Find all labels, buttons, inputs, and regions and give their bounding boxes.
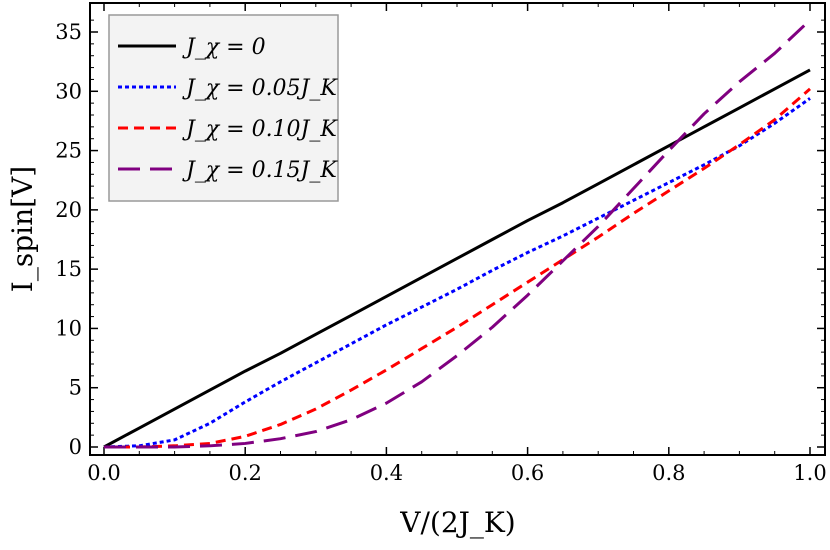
series-line-3 (104, 19, 812, 449)
y-tick-label: 20 (55, 198, 82, 222)
x-tick-label: 1.0 (793, 461, 826, 485)
x-tick-label: 0.2 (228, 461, 261, 485)
x-tick-label: 0.8 (652, 461, 685, 485)
legend-label-0: J_χ = 0 (182, 35, 266, 60)
legend-label-1: J_χ = 0.05J_K (182, 76, 338, 101)
legend: J_χ = 0 J_χ = 0.05J_K J_χ = 0.10J_K J_χ = 0… (108, 14, 339, 202)
y-tick-label: 10 (55, 316, 82, 340)
y-tick-label: 35 (55, 20, 82, 44)
x-axis-title: V/(2J_K) (399, 506, 515, 539)
y-tick-label: 30 (55, 79, 82, 103)
y-tick-label: 15 (55, 257, 82, 281)
x-tick-label: 0.4 (370, 461, 403, 485)
x-axis-label: V/(2J_K) (399, 506, 515, 539)
x-tick-label: 0.6 (511, 461, 544, 485)
legend-label-3: J_χ = 0.15J_K (182, 158, 338, 183)
y-tick-label: 0 (69, 435, 82, 459)
x-tick-label: 0.0 (87, 461, 120, 485)
series-line-0 (103, 68, 811, 449)
y-axis-title: I_spin[V] (6, 166, 39, 292)
axis-ticks: 0.0 0.2 0.4 0.6 0.8 1.0 0 5 10 15 20 25 30 35 (55, 3, 827, 485)
series-line-1 (103, 97, 811, 449)
y-tick-label: 5 (69, 376, 82, 400)
y-tick-label: 25 (55, 139, 82, 163)
y-axis-label: I_spin[V] (6, 166, 39, 292)
series-line-2 (104, 87, 811, 449)
legend-label-2: J_χ = 0.10J_K (182, 117, 338, 142)
series-layer (103, 19, 812, 449)
